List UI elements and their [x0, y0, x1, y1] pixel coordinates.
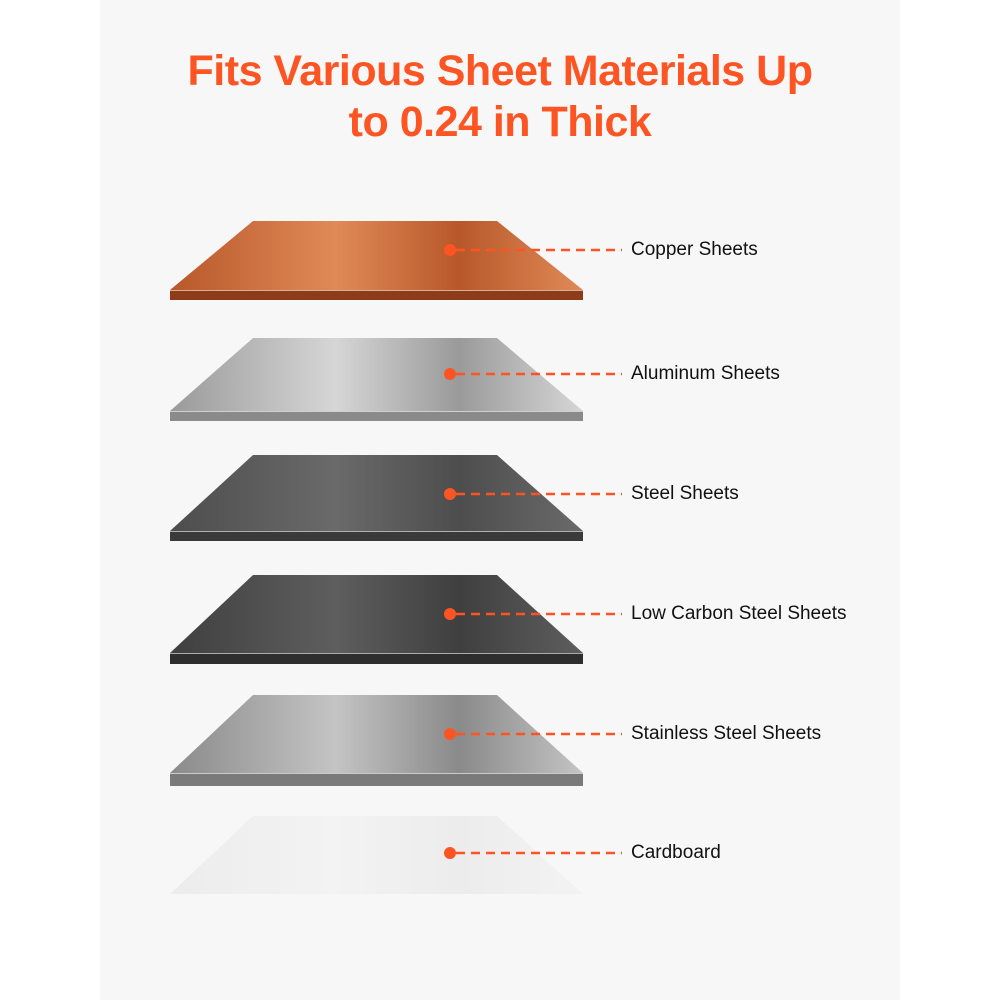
plate-edge-2 [170, 531, 583, 541]
plate-top-0 [170, 221, 583, 290]
callout-dot [444, 244, 456, 256]
page-title: Fits Various Sheet Materials Up to 0.24 … [100, 46, 900, 148]
plate-top-2 [170, 455, 583, 531]
title-line-1: Fits Various Sheet Materials Up [187, 47, 813, 95]
material-label: Aluminum Sheets [631, 363, 780, 384]
callout-dot [444, 847, 456, 859]
material-label: Steel Sheets [631, 483, 739, 504]
plate-top-5 [170, 816, 583, 894]
plate-edge-1 [170, 411, 583, 421]
callout-dot [444, 488, 456, 500]
material-label: Stainless Steel Sheets [631, 723, 822, 744]
callout-dot [444, 368, 456, 380]
material-label: Cardboard [631, 842, 721, 863]
plate-top-1 [170, 338, 583, 411]
plate-edge-0 [170, 290, 583, 300]
plate-top-4 [170, 695, 583, 773]
material-label: Copper Sheets [631, 239, 758, 260]
plate-edge-3 [170, 653, 583, 664]
title-line-2: to 0.24 in Thick [348, 98, 652, 146]
plate-top-3 [170, 575, 583, 653]
plate-edge-4 [170, 773, 583, 786]
callout-dot [444, 728, 456, 740]
material-label: Low Carbon Steel Sheets [631, 603, 847, 624]
callout-dot [444, 608, 456, 620]
